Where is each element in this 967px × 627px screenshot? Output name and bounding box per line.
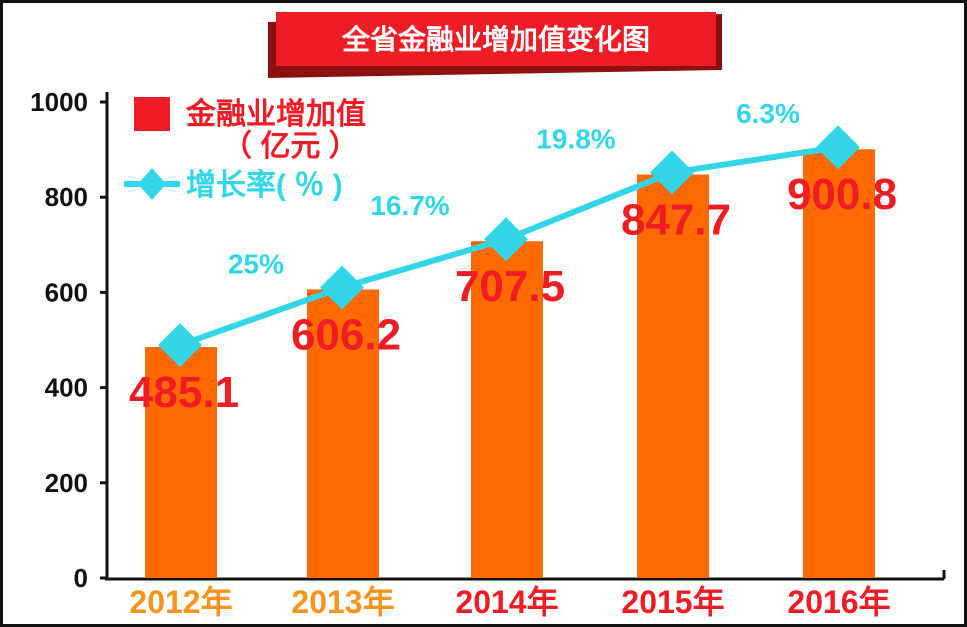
bar-value-label: 707.5 <box>455 262 565 311</box>
x-tick-label: 2014年 <box>455 584 558 620</box>
bars <box>145 149 875 579</box>
y-tick-label: 1000 <box>30 87 88 117</box>
title-banner-bg <box>276 12 716 66</box>
y-ticks: 0 200 400 600 800 1000 <box>30 87 107 593</box>
bar <box>637 174 709 578</box>
x-tick-label: 2013年 <box>291 584 394 620</box>
growth-rate-label: 16.7% <box>370 190 449 221</box>
bar-value-label: 485.1 <box>129 368 239 417</box>
x-tick-label: 2012年 <box>129 584 232 620</box>
x-ticks: 2012年 2013年 2014年 2015年 2016年 <box>129 584 890 620</box>
bar-value-label: 847.7 <box>621 195 731 244</box>
legend-diamond-marker <box>138 168 166 200</box>
legend: 金融业增加值 （ 亿元 ） 增长率( ％ ) <box>124 97 366 202</box>
bar <box>803 149 875 579</box>
growth-rate-label: 25% <box>228 248 284 279</box>
bar <box>471 241 543 579</box>
y-tick-label: 400 <box>45 373 88 403</box>
x-tick-label: 2016年 <box>787 584 890 620</box>
growth-rate-marker <box>158 323 202 368</box>
legend-bar-label: 金融业增加值 <box>185 97 366 131</box>
bar <box>307 289 379 578</box>
y-tick-label: 0 <box>74 563 88 593</box>
legend-bar-swatch <box>134 97 170 131</box>
y-tick-label: 600 <box>45 277 88 307</box>
growth-rate-marker <box>320 265 364 310</box>
title-banner: 全省金融业增加值变化图 <box>268 12 722 78</box>
growth-rate-label: 19.8% <box>536 123 615 154</box>
growth-rate-label: 6.3% <box>736 98 800 129</box>
growth-rate-marker <box>484 217 528 262</box>
bar-value-label: 606.2 <box>291 310 401 359</box>
growth-rate-labels: 25% 16.7% 19.8% 6.3% <box>228 98 800 279</box>
legend-line-label: 增长率( ％ ) <box>186 169 343 202</box>
y-tick-label: 200 <box>45 468 88 498</box>
x-tick-label: 2015年 <box>621 584 724 620</box>
growth-rate-line <box>158 125 860 368</box>
bar-value-labels: 485.1 606.2 707.5 847.7 900.8 <box>129 170 897 417</box>
growth-rate-marker <box>816 125 860 170</box>
y-tick-label: 800 <box>45 182 88 212</box>
legend-bar-unit: （ 亿元 ） <box>222 129 359 163</box>
growth-rate-marker <box>650 150 694 195</box>
bar-value-label: 900.8 <box>787 170 897 219</box>
chart-title: 全省金融业增加值变化图 <box>341 23 650 55</box>
bar <box>145 347 217 578</box>
